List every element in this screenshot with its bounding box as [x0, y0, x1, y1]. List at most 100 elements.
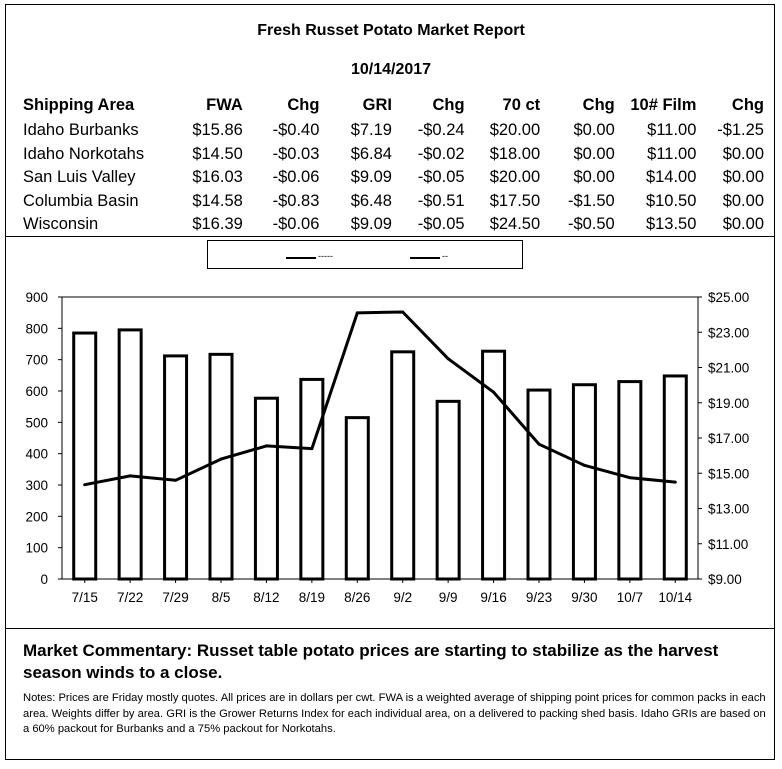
line-point	[401, 310, 405, 314]
table-row: Wisconsin $16.39 -$0.06 $9.09 -$0.05 $24.50 -$…	[19, 213, 764, 237]
price-cell: $20.00	[489, 168, 541, 187]
y-left-tick-label: 300	[25, 478, 48, 493]
price-cell: $14.50	[192, 144, 243, 163]
column-header: 10# Film	[630, 95, 697, 114]
price-cell: $9.09	[350, 215, 392, 234]
bar	[299, 377, 325, 581]
price-cell: -$0.05	[417, 168, 465, 187]
chart-legend: ----- --	[207, 240, 523, 269]
y-left-tick-label: 200	[25, 509, 48, 524]
price-cell: $17.50	[489, 191, 541, 210]
price-cell: -$0.05	[417, 215, 465, 234]
price-cell: -$0.83	[272, 191, 320, 210]
bar	[526, 388, 552, 581]
bar	[163, 354, 189, 581]
x-tick-label: 10/7	[617, 590, 643, 605]
price-cell: $11.00	[647, 121, 697, 140]
price-line-series	[84, 310, 676, 487]
price-table: Shipping Area FWA Chg GRI Chg 70 ct Chg …	[19, 95, 764, 237]
y-right-tick-label: $21.00	[708, 361, 749, 376]
x-tick-label: 7/29	[162, 590, 188, 605]
market-chart: 0 100 200 300 400 500 600 700 800 900 $9.00 $11.00 $…	[25, 290, 749, 605]
y-right-tick-label: $23.00	[708, 325, 749, 340]
line-point	[673, 480, 677, 484]
price-cell: $20.00	[489, 121, 541, 140]
line-point	[446, 357, 450, 361]
price-table-header-row: Shipping Area FWA Chg GRI Chg 70 ct Chg …	[19, 95, 764, 119]
price-cell: $0.00	[722, 215, 764, 234]
column-header: Shipping Area	[23, 95, 135, 114]
bar	[571, 383, 597, 581]
x-tick-label: 9/23	[526, 590, 552, 605]
line-point	[264, 444, 268, 448]
bar	[662, 374, 688, 581]
line-point	[492, 390, 496, 394]
line-point	[582, 463, 586, 467]
column-header: GRI	[362, 95, 392, 114]
x-tick-label: 7/22	[117, 590, 143, 605]
table-row: Columbia Basin $14.58 -$0.83 $6.48 -$0.51 $17…	[19, 190, 764, 214]
table-row: San Luis Valley $16.03 -$0.06 $9.09 -$0.05 $2…	[19, 166, 764, 190]
legend-line-swatch	[410, 257, 440, 259]
table-chart-divider	[5, 236, 775, 237]
y-left-tick-label: 0	[40, 572, 48, 587]
price-cell: $0.00	[722, 168, 764, 187]
price-cell: $0.00	[573, 144, 615, 163]
price-cell: -$0.06	[272, 168, 320, 187]
price-cell: -$0.50	[567, 215, 615, 234]
y-left-tick-label: 800	[25, 321, 48, 336]
shipping-area-cell: San Luis Valley	[23, 168, 136, 187]
report-notes: Notes: Prices are Friday mostly quotes. …	[23, 692, 766, 735]
table-row: Idaho Burbanks $15.86 -$0.40 $7.19 -$0.24 $20…	[19, 119, 764, 143]
price-cell: $16.39	[192, 215, 243, 234]
legend-label: -----	[318, 251, 333, 261]
line-point	[355, 311, 359, 315]
y-right-tick-label: $11.00	[708, 537, 748, 552]
y-left-tick-label: 900	[25, 290, 48, 305]
x-tick-label: 9/9	[439, 590, 458, 605]
price-cell: -$1.50	[567, 191, 615, 210]
x-tick-label: 9/30	[571, 590, 597, 605]
x-tick-label: 8/19	[299, 590, 325, 605]
x-tick-label: 8/26	[344, 590, 370, 605]
legend-line-swatch	[286, 257, 316, 259]
plot-area	[61, 296, 699, 580]
column-header: Chg	[432, 95, 465, 114]
price-cell: $0.00	[722, 191, 764, 210]
y-left-tick-label: 400	[25, 447, 48, 462]
y-left-tick-label: 600	[25, 384, 48, 399]
x-tick-label: 9/16	[480, 590, 506, 605]
bar	[617, 380, 643, 581]
line-point	[537, 442, 541, 446]
shipping-area-cell: Idaho Burbanks	[23, 121, 139, 140]
line-point	[128, 474, 132, 478]
report-frame	[5, 4, 775, 760]
line-point	[219, 457, 223, 461]
bar	[208, 352, 234, 581]
y-left-tick-label: 500	[25, 415, 48, 430]
market-commentary: Market Commentary: Russet table potato p…	[23, 641, 719, 682]
price-cell: -$0.24	[417, 121, 465, 140]
report-title: Fresh Russet Potato Market Report	[257, 22, 525, 39]
bar	[117, 328, 143, 581]
chart-commentary-divider	[5, 628, 775, 629]
column-header: Chg	[287, 95, 320, 114]
price-cell: $0.00	[573, 121, 615, 140]
price-cell: $6.84	[350, 144, 392, 163]
x-tick-label: 9/2	[393, 590, 412, 605]
price-cell: $6.48	[350, 191, 392, 210]
price-cell: $15.86	[192, 121, 243, 140]
x-tick-label: 7/15	[72, 590, 98, 605]
x-tick-label: 10/14	[658, 590, 692, 605]
column-header: FWA	[206, 95, 243, 114]
x-tick-label: 8/12	[253, 590, 279, 605]
bar	[390, 350, 416, 581]
price-cell: $18.00	[489, 144, 541, 163]
column-header: Chg	[582, 95, 615, 114]
price-cell: $24.50	[489, 215, 541, 234]
bar	[253, 396, 279, 581]
price-cell: $0.00	[722, 144, 764, 163]
price-cell: -$1.25	[717, 121, 764, 140]
y-left-tick-label: 700	[25, 353, 48, 368]
report-date: 10/14/2017	[350, 61, 432, 78]
